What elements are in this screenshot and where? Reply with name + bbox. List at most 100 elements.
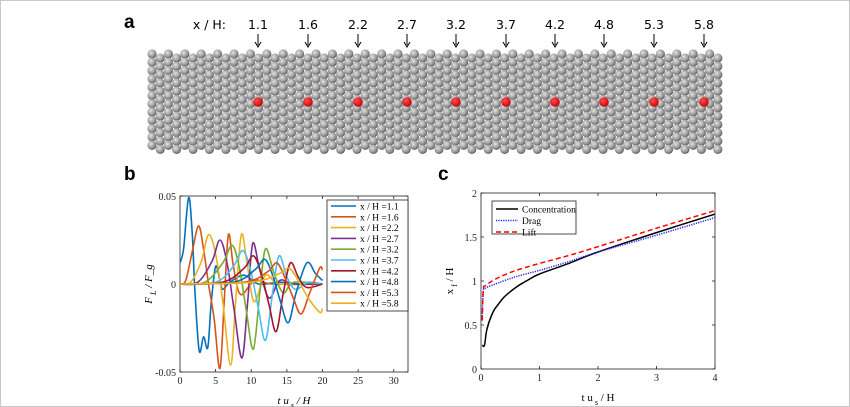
particle bbox=[311, 132, 321, 142]
particle bbox=[450, 144, 460, 154]
particle bbox=[688, 90, 698, 101]
particle bbox=[541, 49, 551, 59]
particle bbox=[204, 61, 214, 71]
particle bbox=[377, 49, 387, 59]
particle bbox=[155, 144, 165, 154]
particle bbox=[180, 74, 190, 84]
particle bbox=[557, 66, 567, 76]
particle bbox=[623, 82, 633, 92]
particle bbox=[680, 53, 690, 63]
particle bbox=[368, 128, 378, 138]
particle bbox=[237, 53, 247, 63]
arrow-head-icon bbox=[650, 41, 658, 48]
particle bbox=[180, 132, 190, 142]
particle bbox=[434, 95, 444, 105]
particle bbox=[475, 57, 485, 67]
particle bbox=[393, 90, 403, 101]
particle bbox=[450, 86, 460, 96]
particle bbox=[655, 90, 666, 101]
particle bbox=[573, 49, 584, 59]
particle bbox=[221, 70, 231, 80]
particle bbox=[352, 86, 362, 96]
particle bbox=[664, 119, 674, 130]
particle bbox=[532, 128, 543, 138]
particle bbox=[385, 70, 395, 80]
particle bbox=[213, 99, 223, 109]
particle bbox=[606, 124, 616, 134]
particle bbox=[385, 61, 395, 71]
particle bbox=[311, 66, 321, 76]
particle bbox=[278, 140, 288, 150]
particle bbox=[647, 70, 657, 80]
particle bbox=[237, 95, 247, 105]
particle bbox=[385, 103, 395, 113]
particle bbox=[401, 86, 411, 96]
particle bbox=[155, 119, 165, 130]
particle bbox=[573, 66, 584, 76]
particle bbox=[516, 136, 526, 146]
particle bbox=[262, 90, 272, 101]
particle bbox=[614, 111, 625, 121]
particle bbox=[360, 74, 370, 84]
particle bbox=[418, 61, 428, 71]
particle bbox=[655, 66, 666, 76]
panel-a-label: a bbox=[124, 12, 135, 33]
particle bbox=[262, 49, 272, 59]
particle bbox=[196, 90, 206, 101]
particle bbox=[172, 86, 182, 96]
particle bbox=[672, 140, 682, 150]
particle bbox=[295, 74, 305, 84]
particle bbox=[196, 140, 206, 150]
particle bbox=[262, 124, 272, 134]
particle bbox=[418, 128, 428, 138]
particle bbox=[623, 49, 633, 59]
particle bbox=[500, 119, 510, 130]
particle bbox=[147, 140, 157, 150]
particle bbox=[360, 90, 370, 101]
particle bbox=[319, 86, 329, 96]
particle bbox=[196, 49, 206, 59]
particle bbox=[565, 70, 575, 80]
tracer-particle-marker bbox=[353, 97, 363, 107]
particle bbox=[532, 136, 543, 146]
particle bbox=[188, 136, 198, 146]
particle bbox=[237, 61, 247, 71]
particle bbox=[467, 128, 477, 138]
particle-grid bbox=[147, 49, 723, 154]
particle bbox=[590, 107, 600, 117]
particle bbox=[180, 107, 190, 117]
particle bbox=[418, 95, 428, 105]
particle bbox=[254, 86, 264, 96]
particle bbox=[598, 128, 608, 138]
particle bbox=[344, 99, 354, 109]
particle bbox=[327, 90, 337, 101]
particle bbox=[360, 115, 370, 125]
particle bbox=[614, 136, 625, 146]
particle bbox=[409, 115, 419, 125]
particle bbox=[229, 99, 239, 109]
particle bbox=[377, 74, 387, 84]
particle bbox=[163, 82, 173, 92]
particle bbox=[368, 86, 378, 96]
particle bbox=[475, 140, 485, 150]
particle bbox=[254, 144, 264, 154]
particle bbox=[532, 111, 543, 121]
particle bbox=[524, 115, 534, 125]
particle bbox=[680, 103, 690, 113]
particle bbox=[426, 74, 436, 84]
particle bbox=[245, 57, 255, 67]
particle bbox=[344, 57, 354, 67]
particle bbox=[590, 90, 600, 101]
particle bbox=[385, 78, 395, 88]
tracer-particle-marker bbox=[501, 97, 511, 107]
particle bbox=[713, 103, 723, 113]
position-label: 4.8 bbox=[594, 17, 614, 32]
particle bbox=[237, 86, 247, 96]
particle bbox=[606, 57, 616, 67]
particle bbox=[172, 111, 182, 121]
particle bbox=[590, 140, 600, 150]
particle bbox=[516, 70, 526, 80]
particle bbox=[705, 57, 715, 67]
particle bbox=[254, 53, 264, 63]
particle bbox=[606, 66, 616, 76]
